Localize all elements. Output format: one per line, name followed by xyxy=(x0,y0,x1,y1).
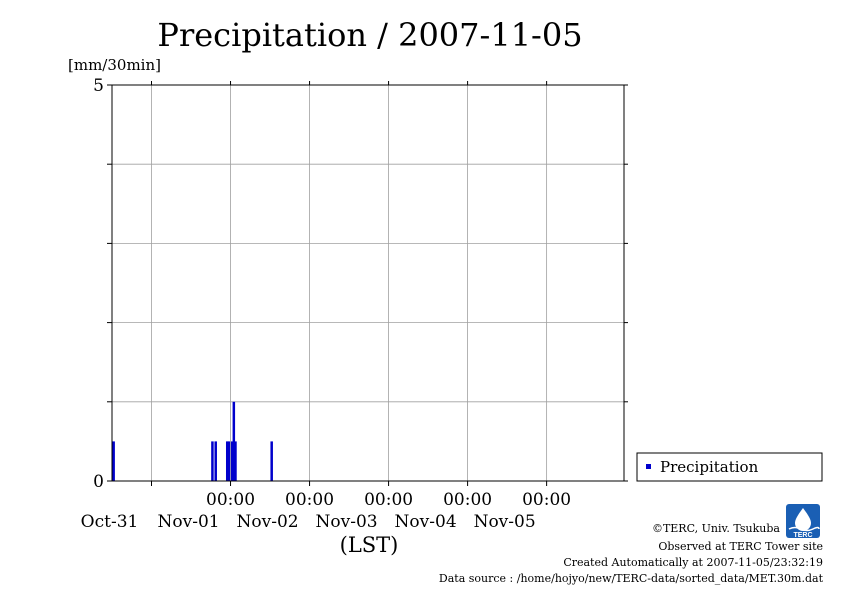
precipitation-bar xyxy=(227,441,231,481)
legend: Precipitation xyxy=(636,452,823,482)
water-drop-icon xyxy=(795,508,811,531)
plot-area xyxy=(112,85,624,481)
precipitation-bar xyxy=(234,441,237,481)
bars xyxy=(112,401,273,481)
y-tick-label: 5 xyxy=(93,76,104,96)
x-tick-date-label: Nov-03 xyxy=(316,512,378,532)
wave-icon xyxy=(788,526,820,532)
credit-observed: Observed at TERC Tower site xyxy=(658,540,823,553)
precipitation-bar xyxy=(232,401,236,481)
precipitation-bar xyxy=(225,441,229,481)
precipitation-bar xyxy=(270,441,273,481)
x-tick-date-label: Nov-01 xyxy=(157,512,219,532)
x-tick-date-label: Nov-05 xyxy=(474,512,536,532)
x-axis-label: (LST) xyxy=(340,533,399,557)
y-axis-unit: [mm/30min] xyxy=(68,56,161,74)
credit-copyright: ©TERC, Univ. Tsukuba xyxy=(652,522,780,535)
x-tick-time-label: 00:00 xyxy=(285,490,334,510)
precipitation-bar xyxy=(211,441,214,481)
x-tick-time-label: 00:00 xyxy=(522,490,571,510)
legend-label: Precipitation xyxy=(660,458,759,476)
precipitation-bar xyxy=(230,441,234,481)
chart-title: Precipitation / 2007-11-05 xyxy=(157,16,582,54)
x-tick-time-label: 00:00 xyxy=(206,490,255,510)
grid xyxy=(112,85,624,481)
axes: 05Oct-3100:00Nov-0100:00Nov-0200:00Nov-0… xyxy=(81,76,628,532)
x-tick-date-label: Nov-04 xyxy=(395,512,457,532)
precipitation-bar xyxy=(112,441,115,481)
plot-frame xyxy=(111,84,625,482)
x-tick-date-label: Oct-31 xyxy=(81,512,139,532)
legend-box xyxy=(636,452,823,482)
credit-created: Created Automatically at 2007-11-05/23:3… xyxy=(563,556,823,569)
x-tick-time-label: 00:00 xyxy=(443,490,492,510)
terc-logo: TERC xyxy=(786,504,820,539)
y-tick-label: 0 xyxy=(93,472,104,492)
legend-swatch xyxy=(646,464,651,469)
credit-source: Data source : /home/hojyo/new/TERC-data/… xyxy=(439,572,824,585)
x-tick-time-label: 00:00 xyxy=(364,490,413,510)
logo-text: TERC xyxy=(793,532,812,539)
precipitation-bar xyxy=(214,441,217,481)
x-tick-date-label: Nov-02 xyxy=(237,512,299,532)
